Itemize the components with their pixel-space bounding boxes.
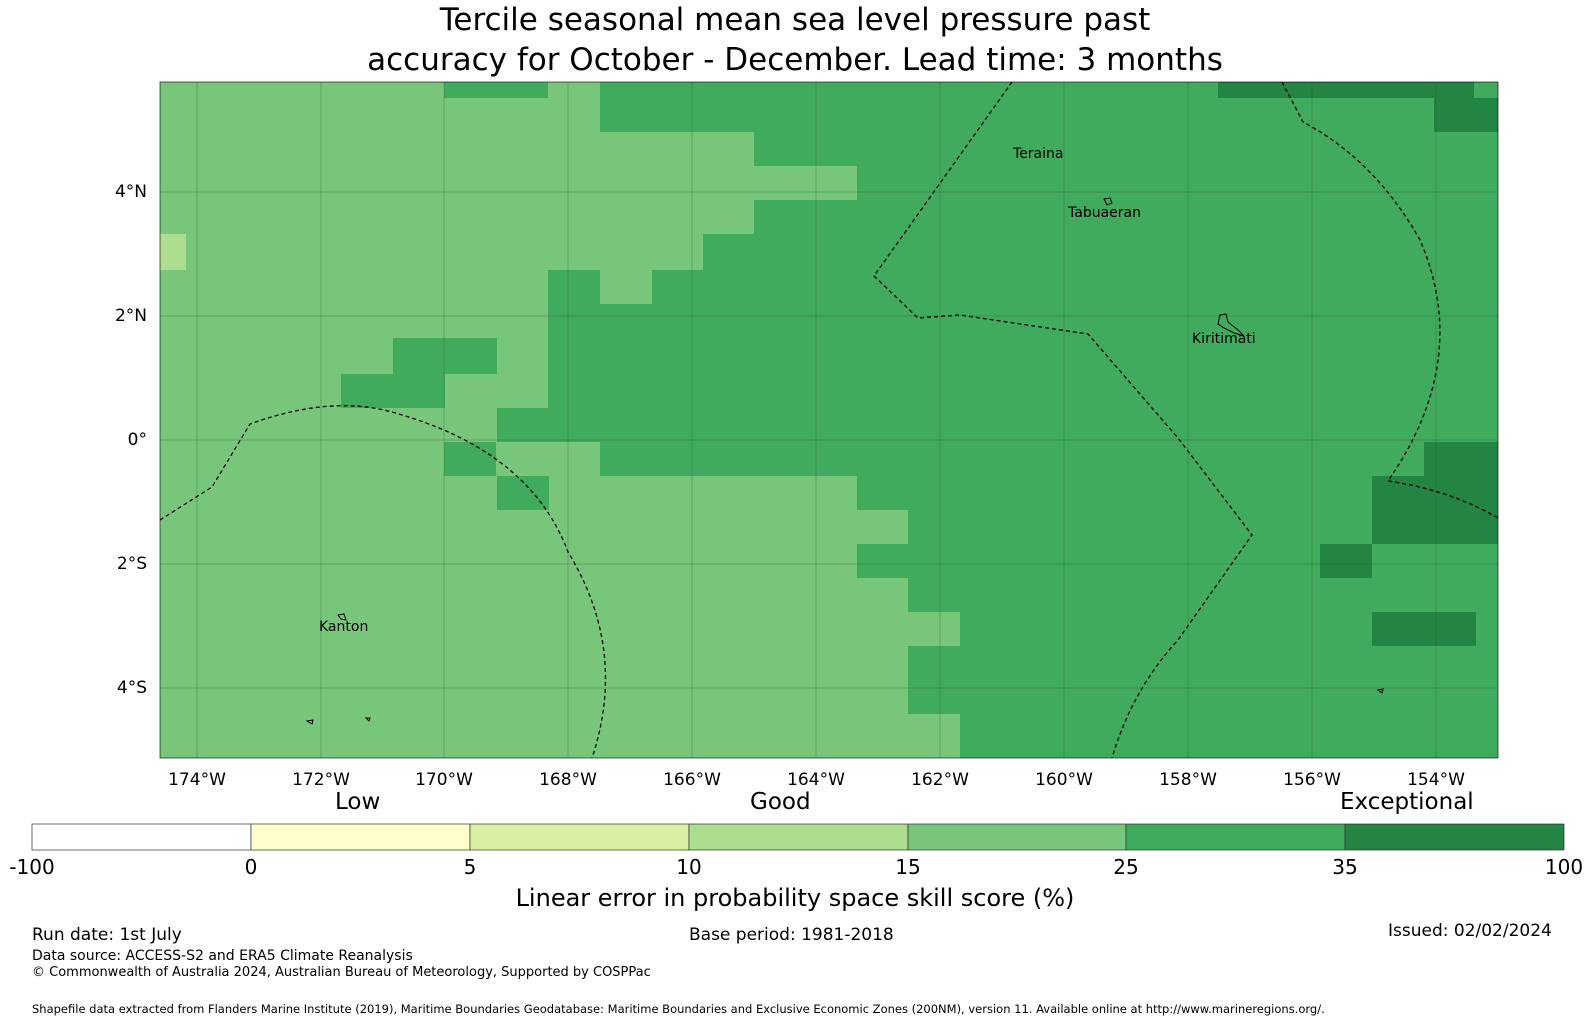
skill-region-mid: [341, 374, 445, 408]
skill-region-mid: [444, 442, 496, 476]
colorbar-tick: 100: [1544, 855, 1584, 879]
skill-region-mid: [497, 476, 549, 510]
skill-region-high: [1434, 98, 1498, 132]
latitude-tick: 2°S: [116, 554, 147, 574]
skill-region-high: [1424, 442, 1498, 476]
small-island-3: [364, 717, 371, 722]
colorbar: [31, 823, 1565, 851]
longitude-tick: 172°W: [292, 770, 350, 790]
eez-boundary-east: [1281, 81, 1499, 519]
colorbar-word-low: Low: [335, 789, 381, 815]
longitude-tick: 158°W: [1159, 770, 1217, 790]
skill-region-mid: [857, 544, 1498, 578]
skill-region-mid: [652, 270, 1498, 304]
longitude-tick: 166°W: [663, 770, 721, 790]
place-label-teraina: Teraina: [1013, 146, 1064, 162]
colorbar-tick: 0: [244, 855, 258, 879]
skill-region-high: [1320, 544, 1372, 578]
place-label-kanton: Kanton: [319, 619, 369, 635]
skill-region-mid: [754, 132, 1498, 166]
longitude-tick: 170°W: [415, 770, 473, 790]
eez-boundaries: [159, 81, 1499, 759]
skill-region-mid: [548, 374, 1498, 408]
base-period: Base period: 1981-2018: [689, 925, 894, 945]
place-label-kiritimati: Kiritimati: [1192, 331, 1256, 347]
skill-region-mid: [703, 234, 1498, 270]
colorbar-tick: 35: [1332, 855, 1358, 879]
small-island-1: [305, 719, 314, 725]
colorbar-tick: 5: [463, 855, 477, 879]
colorbar-tick: 25: [1113, 855, 1139, 879]
skill-region-mid: [548, 304, 1498, 338]
skill-region-high: [1218, 82, 1434, 98]
colorbar-tick: 15: [895, 855, 921, 879]
map-title: Tercile seasonal mean sea level pressure…: [0, 0, 1590, 80]
skill-region-mid: [497, 408, 1498, 442]
longitude-tick: 168°W: [539, 770, 597, 790]
skill-region-high: [1372, 510, 1498, 544]
longitude-tick: 164°W: [787, 770, 845, 790]
shapefile-credit: Shapefile data extracted from Flanders M…: [32, 1002, 1325, 1016]
colorbar-tick: 10: [676, 855, 702, 879]
skill-region-high: [1372, 476, 1498, 510]
skill-region-high: [1372, 612, 1476, 646]
colorbar-label: Linear error in probability space skill …: [515, 884, 1075, 912]
data-source: Data source: ACCESS-S2 and ERA5 Climate …: [32, 948, 413, 964]
longitude-tick: 174°W: [168, 770, 226, 790]
copyright: © Commonwealth of Australia 2024, Austra…: [32, 965, 651, 980]
skill-region-mid: [600, 442, 1498, 476]
latitude-tick: 0°: [127, 430, 147, 450]
colorbar-word-good: Good: [750, 789, 811, 815]
latitude-tick: 2°N: [114, 306, 147, 326]
skill-region-mid: [908, 680, 1498, 714]
skill-region-mid: [908, 646, 1498, 680]
colorbar-segment: [1125, 823, 1346, 851]
map-frame: [159, 81, 1499, 759]
colorbar-segment: [31, 823, 252, 851]
place-label-tabuaeran: Tabuaeran: [1068, 205, 1141, 221]
skill-region-mid: [908, 578, 1498, 612]
colorbar-segment: [250, 823, 471, 851]
longitude-tick: 154°W: [1407, 770, 1465, 790]
skill-region-mid: [444, 82, 548, 98]
longitude-tick: 162°W: [911, 770, 969, 790]
colorbar-word-exceptional: Exceptional: [1340, 789, 1474, 815]
colorbar-tick: -100: [9, 855, 55, 879]
longitude-tick: 160°W: [1035, 770, 1093, 790]
skill-region-mid: [960, 714, 1498, 758]
colorbar-segment: [907, 823, 1127, 851]
latitude-tick: 4°N: [114, 182, 147, 202]
colorbar-segment: [469, 823, 690, 851]
tabuaeran-island: [1103, 197, 1113, 206]
colorbar-segment: [688, 823, 909, 851]
longitude-tick: 156°W: [1283, 770, 1341, 790]
islands: [305, 197, 1384, 725]
skill-region-mid: [754, 200, 1498, 234]
kiritimati-island: [1217, 313, 1245, 337]
skill-grid: [160, 82, 1498, 758]
run-date: Run date: 1st July: [32, 925, 182, 945]
skill-region-mid: [548, 338, 1498, 374]
kanton-island: [337, 613, 347, 621]
issued-date: Issued: 02/02/2024: [1388, 921, 1552, 941]
eez-boundary-kanton: [159, 405, 607, 759]
skill-region-low: [160, 234, 186, 270]
title-line-1: Tercile seasonal mean sea level pressure…: [439, 2, 1151, 38]
latitude-tick: 4°S: [116, 678, 147, 698]
skill-region-mid: [857, 166, 1498, 200]
skill-region-high: [1434, 82, 1474, 98]
map-gridlines: [160, 82, 1498, 758]
colorbar-segment: [1344, 823, 1565, 851]
skill-region-mid: [548, 270, 600, 304]
small-island-2: [1376, 688, 1384, 694]
skill-region-mid: [393, 338, 497, 374]
title-line-2: accuracy for October - December. Lead ti…: [367, 42, 1223, 78]
